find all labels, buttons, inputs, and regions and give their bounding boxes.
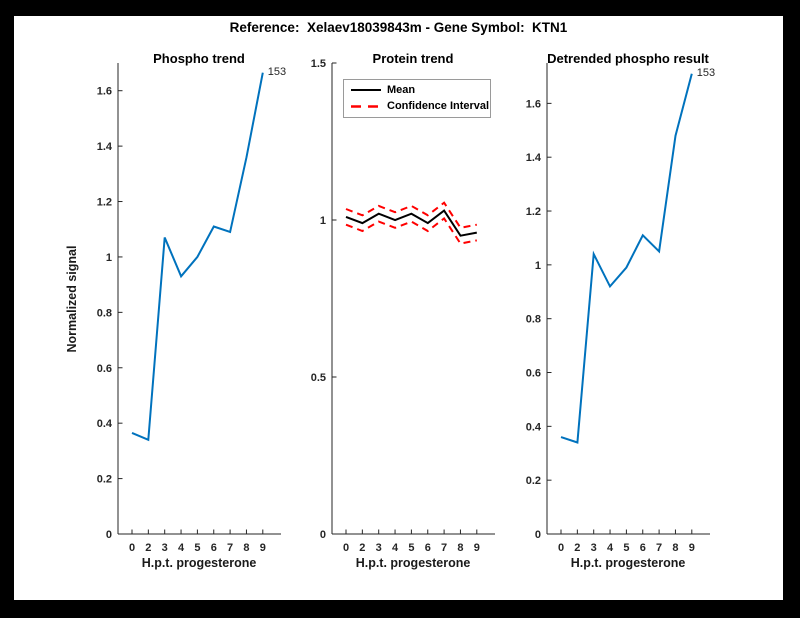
y-tick-label: 0.2 — [526, 475, 541, 487]
x-tick-label: 4 — [392, 542, 399, 554]
y-tick-label: 0.2 — [97, 474, 112, 486]
x-tick-label: 3 — [162, 542, 168, 554]
x-tick-label: 0 — [343, 542, 349, 554]
y-tick-label: 1.5 — [311, 58, 326, 70]
end-point-label-plot1: 153 — [267, 65, 287, 78]
x-tick-label: 2 — [359, 542, 365, 554]
subplot-title-protein-trend: Protein trend — [372, 51, 454, 66]
x-tick-label: 6 — [640, 542, 646, 554]
confidence-interval-dash-sample — [351, 104, 381, 108]
series-line-confidence-interval-upper — [345, 201, 477, 229]
x-tick-label: 4 — [178, 542, 185, 554]
y-tick-label: 0.5 — [311, 372, 326, 384]
x-tick-label: 2 — [145, 542, 151, 554]
subplot-title-detrended-phospho: Detrended phospho result — [547, 51, 709, 66]
x-tick-label: 3 — [591, 542, 597, 554]
legend-entry-mean: Mean — [351, 81, 415, 99]
legend-label-confidence-interval: Confidence Interval — [387, 100, 490, 112]
y-tick-label: 1 — [535, 260, 541, 272]
y-tick-label: 1 — [106, 252, 112, 264]
y-tick-label: 1.4 — [526, 152, 542, 164]
x-tick-label: 9 — [689, 542, 695, 554]
y-tick-label: 0.6 — [526, 368, 541, 380]
x-tick-label: 5 — [408, 542, 414, 554]
series-line-mean — [345, 209, 477, 237]
y-tick-label: 1.2 — [526, 206, 541, 218]
y-tick-label: 0.8 — [97, 307, 112, 319]
x-tick-label: 4 — [607, 542, 614, 554]
y-tick-label: 1 — [320, 215, 326, 227]
x-tick-label: 7 — [441, 542, 447, 554]
y-tick-label: 0.8 — [526, 314, 541, 326]
x-tick-label: 9 — [474, 542, 480, 554]
x-tick-label: 2 — [574, 542, 580, 554]
figure-title: Reference: Xelaev18039843m - Gene Symbol… — [229, 20, 568, 35]
y-tick-label: 1.6 — [97, 86, 112, 98]
y-tick-label: 0 — [535, 529, 541, 541]
x-tick-label: 6 — [425, 542, 431, 554]
y-tick-label: 1.6 — [526, 98, 541, 110]
x-axis-label-plot3: H.p.t. progesterone — [570, 556, 686, 570]
x-tick-label: 8 — [457, 542, 463, 554]
x-tick-label: 9 — [260, 542, 266, 554]
x-tick-label: 7 — [656, 542, 662, 554]
x-tick-label: 8 — [243, 542, 249, 554]
y-tick-label: 0 — [320, 529, 326, 541]
subplot-title-phospho-trend: Phospho trend — [153, 51, 245, 66]
x-axis-label-plot1: H.p.t. progesterone — [141, 556, 257, 570]
legend-label-mean: Mean — [387, 84, 416, 96]
x-tick-label: 0 — [129, 542, 135, 554]
y-tick-label: 0.6 — [97, 363, 112, 375]
y-tick-label: 1.4 — [97, 141, 113, 153]
end-point-label-plot3: 153 — [696, 66, 716, 79]
legend-entry-confidence-interval: Confidence Interval — [351, 97, 489, 115]
x-tick-label: 5 — [194, 542, 200, 554]
x-tick-label: 0 — [558, 542, 564, 554]
x-tick-label: 7 — [227, 542, 233, 554]
series-line-phospho-signal — [131, 72, 264, 442]
series-line-detrended-phospho-signal — [560, 73, 693, 444]
y-tick-label: 1.2 — [97, 197, 112, 209]
mean-line-sample — [351, 89, 381, 91]
y-tick-label: 0.4 — [526, 421, 542, 433]
x-tick-label: 8 — [672, 542, 678, 554]
x-tick-label: 3 — [376, 542, 382, 554]
y-tick-label: 0 — [106, 529, 112, 541]
y-axis-label: Normalized signal — [65, 245, 79, 353]
y-tick-label: 0.4 — [97, 418, 113, 430]
x-tick-label: 5 — [623, 542, 629, 554]
x-tick-label: 6 — [211, 542, 217, 554]
legend-box: Mean Confidence Interval — [343, 79, 491, 118]
x-axis-label-plot2: H.p.t. progesterone — [355, 556, 471, 570]
